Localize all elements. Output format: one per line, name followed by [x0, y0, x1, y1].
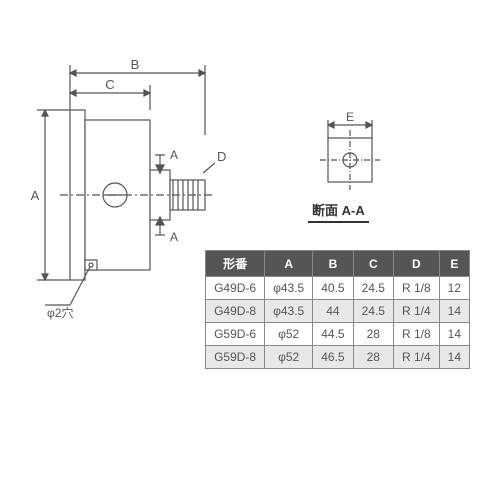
- cell: 24.5: [353, 277, 393, 300]
- dim-b-label: B: [131, 57, 140, 72]
- section-arrow-bot: A: [170, 230, 178, 244]
- cell: φ52: [265, 323, 313, 346]
- cell: 28: [353, 346, 393, 369]
- cell: G59D-6: [206, 323, 265, 346]
- cell: 14: [439, 323, 469, 346]
- cell: 44: [313, 300, 353, 323]
- cell: 12: [439, 277, 469, 300]
- cell: R 1/8: [393, 323, 439, 346]
- cell: R 1/8: [393, 277, 439, 300]
- col-d: D: [393, 251, 439, 277]
- dim-c-label: C: [105, 77, 114, 92]
- table-row: G59D-6 φ52 44.5 28 R 1/8 14: [206, 323, 470, 346]
- cell: G49D-6: [206, 277, 265, 300]
- col-c: C: [353, 251, 393, 277]
- table-row: G59D-8 φ52 46.5 28 R 1/4 14: [206, 346, 470, 369]
- cell: 14: [439, 300, 469, 323]
- section-arrow-top: A: [170, 148, 178, 162]
- col-e: E: [439, 251, 469, 277]
- cell: R 1/4: [393, 346, 439, 369]
- table-row: G49D-6 φ43.5 40.5 24.5 R 1/8 12: [206, 277, 470, 300]
- cell: φ43.5: [265, 277, 313, 300]
- cell: φ52: [265, 346, 313, 369]
- table-header-row: 形番 A B C D E: [206, 251, 470, 277]
- dim-d-label: D: [217, 149, 226, 164]
- hole-label: φ2穴: [47, 305, 73, 320]
- section-aa-label: 断面 A-A: [308, 200, 369, 223]
- table-row: G49D-8 φ43.5 44 24.5 R 1/4 14: [206, 300, 470, 323]
- cell: 24.5: [353, 300, 393, 323]
- cell: 28: [353, 323, 393, 346]
- cell: G59D-8: [206, 346, 265, 369]
- spec-table: 形番 A B C D E G49D-6 φ43.5 40.5 24.5 R 1/…: [205, 250, 470, 369]
- cell: 44.5: [313, 323, 353, 346]
- cell: 40.5: [313, 277, 353, 300]
- col-a: A: [265, 251, 313, 277]
- dim-a-label: A: [31, 188, 40, 203]
- cell: G49D-8: [206, 300, 265, 323]
- dim-e-label: E: [346, 110, 354, 124]
- col-b: B: [313, 251, 353, 277]
- col-model: 形番: [206, 251, 265, 277]
- cell: 46.5: [313, 346, 353, 369]
- cell: φ43.5: [265, 300, 313, 323]
- cell: 14: [439, 346, 469, 369]
- page: B C: [0, 0, 500, 500]
- cell: R 1/4: [393, 300, 439, 323]
